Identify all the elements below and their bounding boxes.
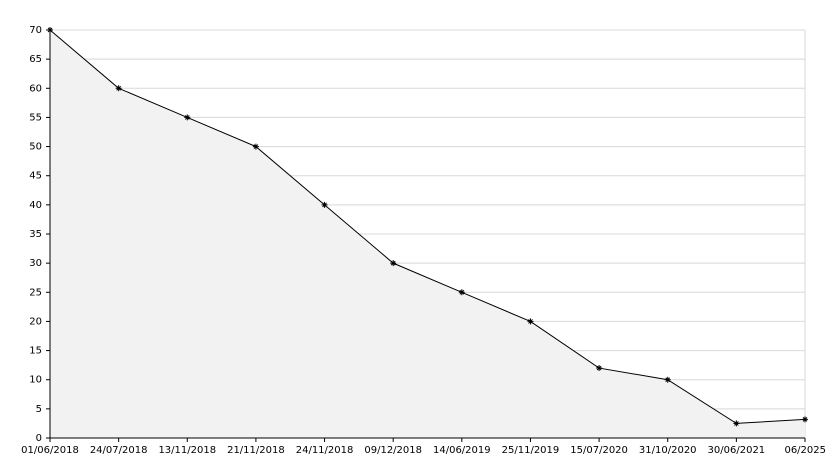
point [184, 114, 191, 121]
point [527, 318, 534, 325]
x-tick-label: 06/2025 [784, 445, 826, 456]
y-tick-label: 35 [29, 229, 42, 240]
y-tick-label: 20 [29, 316, 42, 327]
x-tick-label: 21/11/2018 [227, 445, 285, 456]
y-tick-label: 50 [29, 142, 42, 153]
x-tick-label: 13/11/2018 [158, 445, 216, 456]
y-tick-label: 70 [29, 25, 42, 36]
y-tick-label: 40 [29, 200, 42, 211]
y-tick-label: 10 [29, 375, 42, 386]
x-tick-label: 24/11/2018 [296, 445, 354, 456]
x-tick-label: 30/06/2021 [708, 445, 766, 456]
y-tick-label: 65 [29, 54, 42, 65]
x-tick-label: 09/12/2018 [364, 445, 422, 456]
y-tick-label: 45 [29, 171, 42, 182]
x-tick-label: 31/10/2020 [639, 445, 697, 456]
x-tick-label: 01/06/2018 [21, 445, 79, 456]
y-tick-label: 5 [36, 404, 42, 415]
area [50, 30, 805, 438]
y-tick-label: 25 [29, 287, 42, 298]
x-tick-label: 25/11/2019 [502, 445, 560, 456]
point [596, 365, 603, 372]
point [252, 143, 259, 150]
point [115, 85, 122, 92]
y-tick-label: 0 [36, 433, 42, 444]
x-tick-label: 15/07/2020 [570, 445, 628, 456]
point [733, 420, 740, 427]
y-tick-label: 15 [29, 346, 42, 357]
point [321, 201, 328, 208]
point [390, 260, 397, 267]
x-tick-label: 14/06/2019 [433, 445, 491, 456]
point [802, 416, 808, 423]
y-tick-label: 55 [29, 112, 42, 123]
point [458, 289, 465, 296]
y-tick-label: 30 [29, 258, 42, 269]
x-tick-label: 24/07/2018 [90, 445, 148, 456]
point [664, 376, 671, 383]
line [49, 29, 806, 424]
y-tick-label: 60 [29, 83, 42, 94]
